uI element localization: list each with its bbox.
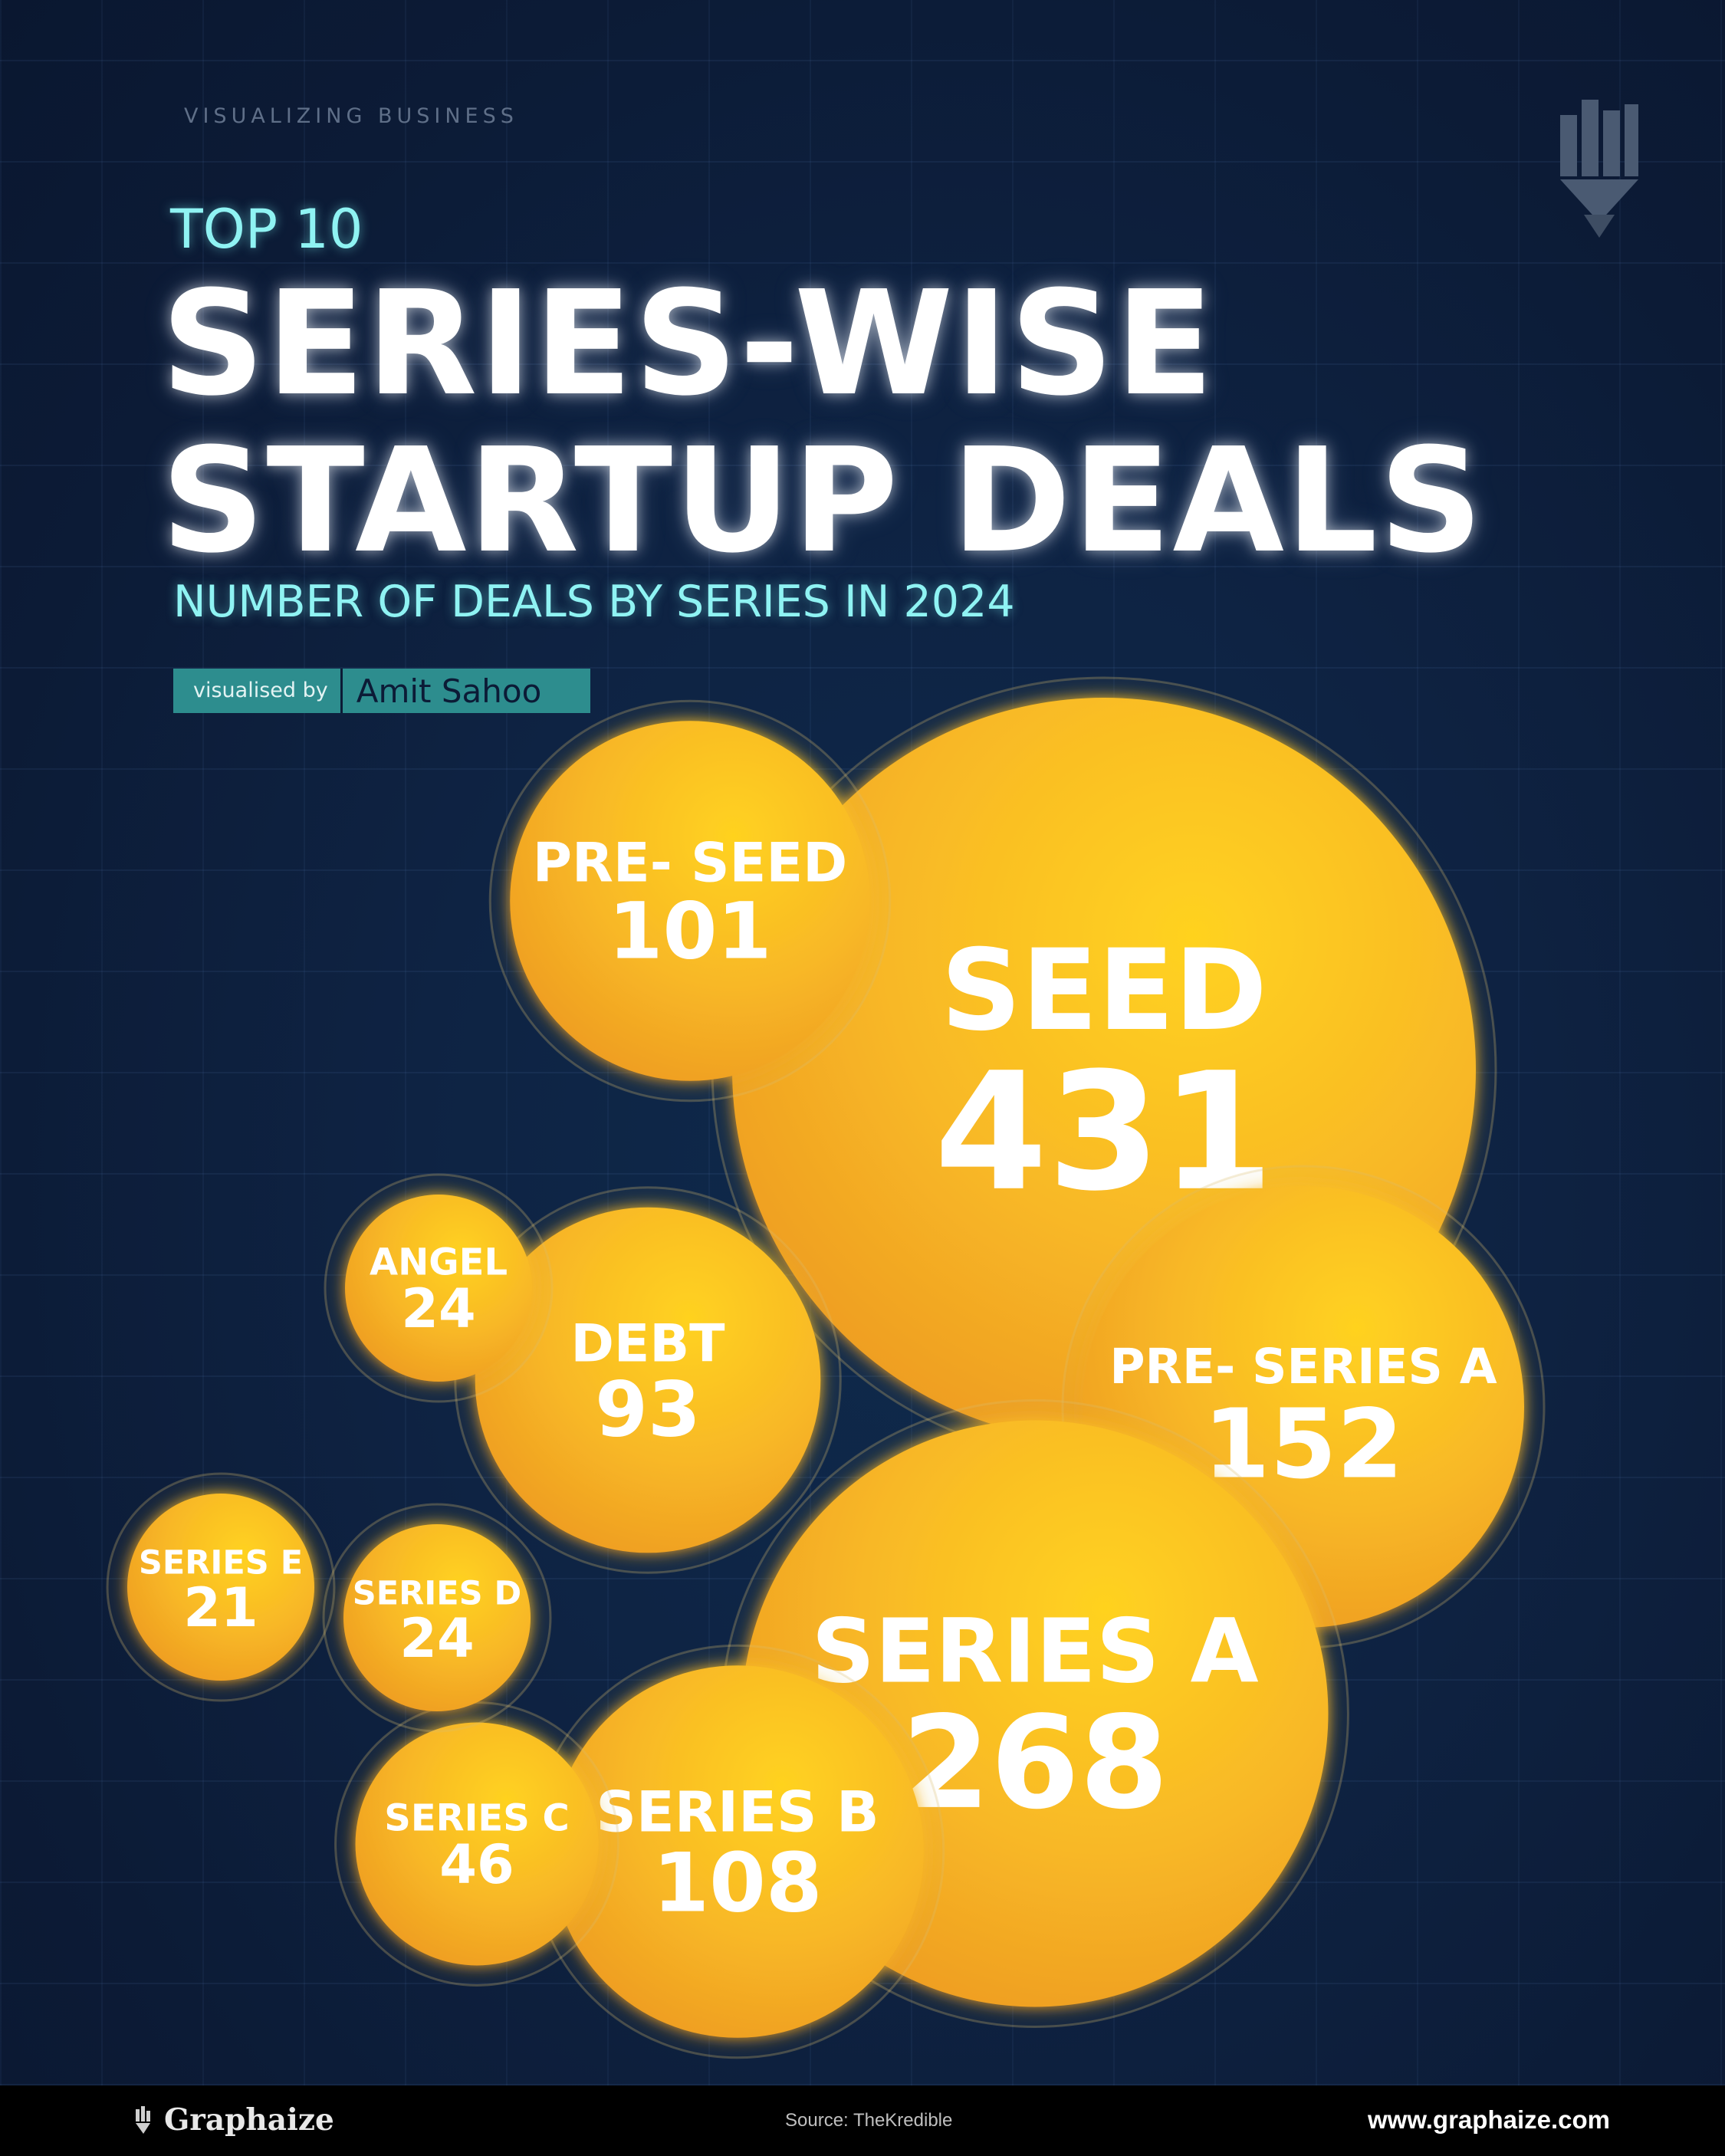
bubble-value-label: 108 <box>652 1836 822 1930</box>
footer-brand: Graphaize <box>135 2102 334 2138</box>
bubble-series-c: SERIES C46 <box>334 1701 619 1987</box>
bubble-category-label: SERIES C <box>384 1797 569 1840</box>
title-line-1: SERIES-WISE <box>161 260 1216 428</box>
subtitle: NUMBER OF DEALS BY SERIES IN 2024 <box>173 577 1015 627</box>
bubble-category-label: SERIES B <box>596 1780 879 1845</box>
bubble-value-label: 24 <box>399 1607 474 1670</box>
bubble-series-d: SERIES D24 <box>322 1503 552 1733</box>
bubble-value-label: 101 <box>609 886 772 977</box>
bubble-category-label: SERIES D <box>353 1575 521 1613</box>
bubble-category-label: SERIES A <box>811 1600 1258 1703</box>
pencil-bars-icon <box>136 2106 150 2134</box>
website-link[interactable]: www.graphaize.com <box>1367 2105 1610 2134</box>
byline: visualised by Amit Sahoo <box>173 669 590 713</box>
bubble-category-label: DEBT <box>570 1313 725 1374</box>
bubble-category-label: PRE- SEED <box>533 832 848 895</box>
eyebrow-label: VISUALIZING BUSINESS <box>184 104 518 128</box>
bubble-circle <box>551 1665 924 2038</box>
byline-name: Amit Sahoo <box>356 672 542 710</box>
bubble-value-label: 93 <box>595 1366 701 1454</box>
bubble-value-label: 24 <box>401 1277 475 1340</box>
bubble-value-label: 152 <box>1204 1389 1404 1500</box>
title-line-2: STARTUP DEALS <box>161 417 1485 585</box>
source-note: Source: TheKredible <box>785 2110 953 2131</box>
bubble-circle <box>475 1207 821 1553</box>
bubble-value-label: 21 <box>183 1576 258 1639</box>
bubble-category-label: SERIES E <box>139 1544 303 1582</box>
brand-name: Graphaize <box>164 2102 334 2138</box>
bubble-value-label: 46 <box>439 1833 514 1896</box>
bubble-circle <box>343 1524 531 1711</box>
bubble-circle <box>127 1494 314 1681</box>
byline-label: visualised by <box>173 669 343 713</box>
bubble-category-label: SEED <box>941 925 1267 1056</box>
bubble-circle <box>510 721 870 1081</box>
bubble-category-label: ANGEL <box>370 1241 508 1284</box>
bar-chart-pencil-icon <box>1560 100 1638 238</box>
bubble-category-label: PRE- SERIES A <box>1109 1339 1497 1395</box>
kicker: TOP 10 <box>170 198 363 261</box>
bubble-series-e: SERIES E21 <box>106 1472 336 1702</box>
footer: Graphaize Source: TheKredible www.grapha… <box>0 2085 1725 2156</box>
bubble-value-label: 431 <box>935 1037 1274 1227</box>
bubble-circle <box>355 1722 599 1966</box>
bubble-value-label: 268 <box>902 1689 1169 1838</box>
bubble-circle <box>345 1195 532 1382</box>
